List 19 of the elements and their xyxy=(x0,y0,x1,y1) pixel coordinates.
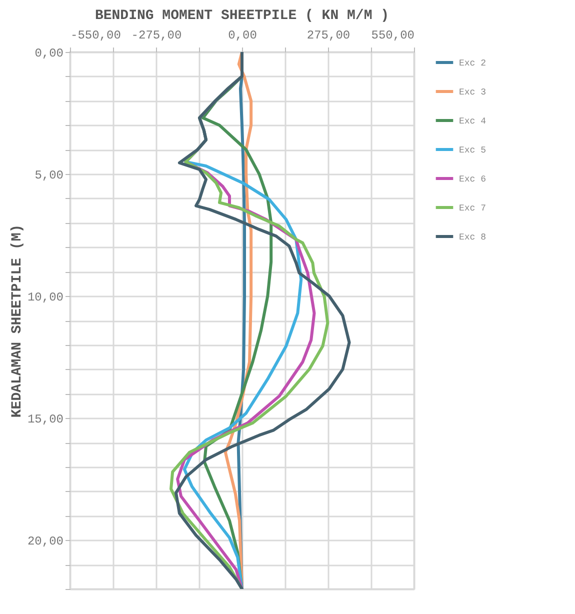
x-tick-label: 0,00 xyxy=(228,28,257,42)
x-tick-label: 275,00 xyxy=(306,28,350,42)
x-tick-label: -550,00 xyxy=(70,28,121,42)
y-tick-label: 0,00 xyxy=(34,46,64,60)
x-tick-label: -275,00 xyxy=(131,28,182,42)
y-tick-label: 5,00 xyxy=(34,168,64,183)
y-tick-label: 10,00 xyxy=(27,290,64,305)
legend-label: Exc 7 xyxy=(459,204,486,214)
legend-label: Exc 2 xyxy=(459,58,486,68)
y-tick-label: 15,00 xyxy=(27,412,64,427)
legend-label: Exc 6 xyxy=(459,174,486,184)
legend-label: Exc 5 xyxy=(459,146,486,156)
legend-label: Exc 8 xyxy=(459,232,486,242)
y-tick-label: 20,00 xyxy=(27,534,64,549)
legend-label: Exc 3 xyxy=(459,88,486,98)
y-axis-title: KEDALAMAN SHEETPILE (M) xyxy=(9,224,26,418)
chart-title: BENDING MOMENT SHEETPILE ( KN M/M ) xyxy=(94,8,390,24)
legend-label: Exc 4 xyxy=(459,116,486,126)
x-tick-label: 550,00 xyxy=(371,28,414,42)
